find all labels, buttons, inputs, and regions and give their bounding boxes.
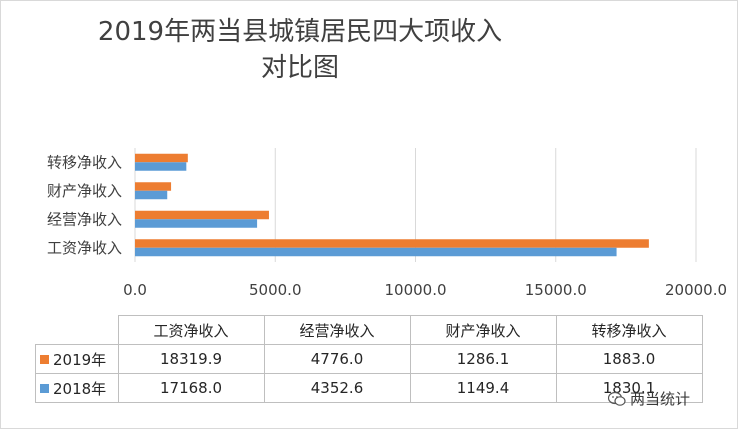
chart-title-line-2: 对比图 <box>260 53 339 83</box>
legend-swatch-2018 <box>40 383 49 393</box>
data-table-corner <box>35 315 119 345</box>
bar-2018年-经营净收入 <box>135 219 258 228</box>
legend-2018: 2018年 <box>35 373 119 403</box>
data-table-row-2018: 2018年 17168.0 4352.6 1149.4 1830.1 <box>35 373 703 403</box>
x-tick-label: 15000.0 <box>525 281 587 299</box>
bar-2018年-转移净收入 <box>135 162 187 171</box>
legend-label-2018: 2018年 <box>53 379 107 398</box>
wechat-icon <box>608 391 626 406</box>
category-label: 经营净收入 <box>47 210 122 228</box>
bar-2019年-转移净收入 <box>135 153 188 163</box>
watermark: 两当统计 <box>608 388 690 409</box>
data-table-cell: 18319.9 <box>117 344 265 374</box>
data-table-header: 财产净收入 <box>409 315 557 345</box>
bar-2018年-工资净收入 <box>135 247 617 257</box>
bar-2019年-经营净收入 <box>135 210 269 220</box>
data-table-header: 转移净收入 <box>555 315 703 345</box>
data-table-cell: 1883.0 <box>555 344 703 374</box>
bar-2019年-财产净收入 <box>135 182 172 191</box>
legend-2019: 2019年 <box>35 344 119 374</box>
x-tick-label: 10000.0 <box>384 281 446 299</box>
watermark-label: 两当统计 <box>630 390 691 408</box>
category-label: 财产净收入 <box>47 182 122 200</box>
data-table-header: 工资净收入 <box>117 315 265 345</box>
x-tick-label: 0.0 <box>123 281 147 299</box>
x-tick-label: 5000.0 <box>249 281 302 299</box>
category-label: 工资净收入 <box>47 239 122 257</box>
data-table-cell: 4776.0 <box>263 344 411 374</box>
data-table-header-row: 工资净收入 经营净收入 财产净收入 转移净收入 <box>35 315 703 345</box>
legend-swatch-2019 <box>40 354 49 364</box>
legend-label-2019: 2019年 <box>53 350 107 369</box>
bar-2018年-财产净收入 <box>135 190 168 200</box>
data-table-cell: 4352.6 <box>263 373 411 403</box>
data-table-row-2019: 2019年 18319.9 4776.0 1286.1 1883.0 <box>35 344 703 374</box>
chart-title: 2019年两当县城镇居民四大项收入 对比图 <box>60 14 540 86</box>
data-table: 工资净收入 经营净收入 财产净收入 转移净收入 2019年 18319.9 47… <box>35 315 703 403</box>
chart-title-line-1: 2019年两当县城镇居民四大项收入 <box>97 17 503 47</box>
bar-2019年-工资净收入 <box>135 239 649 248</box>
x-tick-label: 20000.0 <box>665 281 727 299</box>
category-label: 转移净收入 <box>47 153 122 171</box>
data-table-cell: 1286.1 <box>409 344 557 374</box>
data-table-cell: 1149.4 <box>409 373 557 403</box>
data-table-cell: 17168.0 <box>117 373 265 403</box>
data-table-header: 经营净收入 <box>263 315 411 345</box>
